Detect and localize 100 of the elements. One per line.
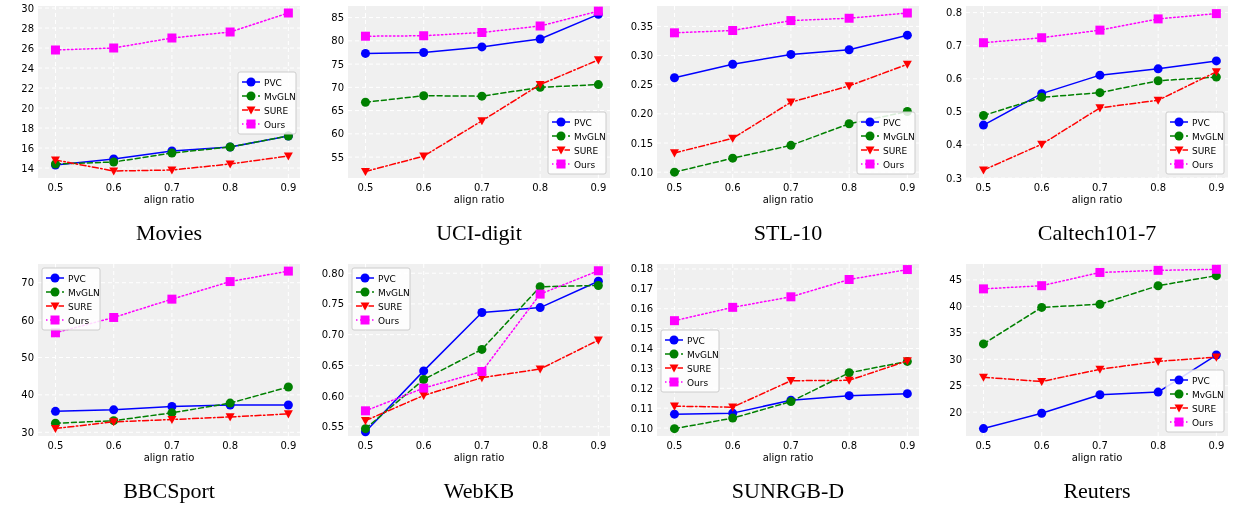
- y-tick-label: 0.15: [630, 137, 653, 149]
- y-tick-label: 20: [21, 102, 34, 114]
- x-tick-label: 0.5: [975, 440, 992, 451]
- y-tick-label: 0.8: [946, 7, 962, 19]
- y-tick-label: 0.15: [630, 323, 653, 335]
- x-tick-label: 0.5: [357, 440, 374, 451]
- x-axis-title: align ratio: [143, 194, 195, 205]
- text: Caltech101-7: [1037, 220, 1157, 245]
- y-tick-label: 60: [21, 314, 34, 326]
- legend-label: SURE: [687, 363, 712, 374]
- y-tick-label: 25: [949, 380, 962, 392]
- x-axis-title: align ratio: [143, 452, 195, 463]
- x-tick-label: 0.8: [222, 182, 239, 193]
- y-tick-label: 55: [331, 151, 344, 163]
- legend-label: SURE: [574, 145, 599, 156]
- x-tick-label: 0.9: [1208, 440, 1225, 451]
- y-tick-label: 0.3: [946, 172, 962, 184]
- y-tick-label: 20: [949, 406, 962, 418]
- text: Reuters: [1063, 478, 1131, 503]
- x-tick-label: 0.9: [590, 182, 607, 193]
- y-tick-label: 35: [949, 327, 962, 339]
- legend-label: MvGLN: [1192, 389, 1224, 400]
- x-tick-label: 0.8: [841, 182, 858, 193]
- x-tick-label: 0.7: [782, 182, 799, 193]
- text: Movies: [136, 220, 202, 245]
- y-tick-label: 0.7: [946, 40, 962, 52]
- x-tick-label: 0.9: [1208, 182, 1225, 193]
- legend-label: SURE: [1192, 145, 1217, 156]
- y-tick-label: 40: [949, 300, 962, 312]
- y-tick-label: 0.16: [630, 303, 653, 315]
- y-tick-label: 0.30: [630, 50, 653, 62]
- legend-label: MvGLN: [574, 131, 606, 142]
- x-tick-label: 0.8: [841, 440, 858, 451]
- x-axis-title: align ratio: [453, 194, 505, 205]
- y-tick-label: 65: [331, 105, 344, 117]
- text: SUNRGB-D: [731, 478, 845, 503]
- x-tick-label: 0.6: [415, 182, 432, 193]
- legend-label: Ours: [1192, 159, 1214, 170]
- x-tick-label: 0.7: [163, 182, 180, 193]
- y-tick-label: 0.12: [630, 382, 653, 394]
- x-tick-label: 0.6: [1033, 182, 1050, 193]
- x-tick-label: 0.8: [1150, 182, 1167, 193]
- y-tick-label: 16: [21, 142, 34, 154]
- y-tick-label: 0.20: [630, 108, 653, 120]
- legend-label: SURE: [378, 301, 403, 312]
- legend-label: PVC: [264, 77, 282, 88]
- x-tick-label: 0.8: [1150, 440, 1167, 451]
- legend-label: MvGLN: [264, 91, 296, 102]
- legend-label: PVC: [883, 117, 901, 128]
- y-tick-label: 0.17: [630, 283, 653, 295]
- x-tick-label: 0.9: [280, 182, 297, 193]
- y-tick-label: 30: [949, 353, 962, 365]
- legend-label: PVC: [574, 117, 592, 128]
- legend-label: Ours: [68, 315, 90, 326]
- y-tick-label: 45: [949, 274, 962, 286]
- text: UCI-digit: [436, 220, 522, 245]
- x-tick-label: 0.7: [1091, 440, 1108, 451]
- y-tick-label: 85: [331, 12, 344, 24]
- legend-label: MvGLN: [378, 287, 410, 298]
- x-tick-label: 0.7: [473, 440, 490, 451]
- y-tick-label: 0.4: [946, 139, 962, 151]
- legend-label: SURE: [883, 145, 908, 156]
- y-tick-label: 30: [21, 426, 34, 438]
- x-axis-title: align ratio: [453, 452, 505, 463]
- legend-label: PVC: [1192, 375, 1210, 386]
- y-tick-label: 0.65: [321, 359, 344, 371]
- y-tick-label: 24: [21, 62, 34, 74]
- legend-label: MvGLN: [68, 287, 100, 298]
- x-tick-label: 0.6: [105, 440, 122, 451]
- y-tick-label: 70: [21, 277, 34, 289]
- x-tick-label: 0.8: [532, 182, 549, 193]
- text: BBCSport: [123, 478, 215, 503]
- x-tick-label: 0.8: [532, 440, 549, 451]
- x-axis-title: align ratio: [762, 452, 814, 463]
- y-tick-label: 0.5: [946, 106, 962, 118]
- x-tick-label: 0.9: [280, 440, 297, 451]
- x-axis-title: align ratio: [1071, 194, 1123, 205]
- y-tick-label: 0.25: [630, 79, 653, 91]
- y-tick-label: 26: [21, 42, 34, 54]
- x-tick-label: 0.7: [1091, 182, 1108, 193]
- x-tick-label: 0.5: [666, 440, 683, 451]
- y-tick-label: 22: [21, 82, 34, 94]
- text: STL-10: [753, 220, 823, 245]
- legend-label: MvGLN: [1192, 131, 1224, 142]
- y-tick-label: 0.55: [321, 421, 344, 433]
- y-tick-label: 18: [21, 122, 34, 134]
- legend-label: SURE: [264, 105, 289, 116]
- y-tick-label: 70: [331, 81, 344, 93]
- y-tick-label: 60: [331, 128, 344, 140]
- y-tick-label: 80: [331, 35, 344, 47]
- y-tick-label: 0.6: [946, 73, 962, 85]
- legend-label: PVC: [687, 335, 705, 346]
- y-tick-label: 0.35: [630, 20, 653, 32]
- y-tick-label: 0.18: [630, 263, 653, 275]
- x-tick-label: 0.7: [782, 440, 799, 451]
- legend-label: PVC: [68, 273, 86, 284]
- x-tick-label: 0.6: [724, 440, 741, 451]
- y-tick-label: 0.10: [630, 166, 653, 178]
- y-tick-label: 14: [21, 162, 34, 174]
- legend-label: PVC: [1192, 117, 1210, 128]
